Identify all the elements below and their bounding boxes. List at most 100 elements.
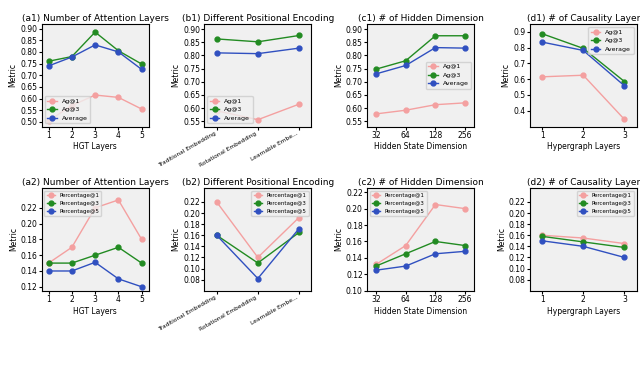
Average — [372, 72, 380, 76]
Percentage@1 — [538, 233, 546, 237]
Ag@3 — [461, 33, 469, 38]
X-axis label: HGT Layers: HGT Layers — [73, 142, 117, 152]
Percentage@1 — [213, 200, 221, 204]
Y-axis label: Metric: Metric — [334, 227, 343, 251]
Percentage@3 — [138, 261, 145, 265]
Line: Percentage@1: Percentage@1 — [540, 233, 627, 246]
Percentage@3 — [621, 245, 628, 250]
Ag@3 — [579, 46, 587, 50]
Percentage@3 — [372, 264, 380, 268]
Average — [402, 63, 410, 68]
Line: Average: Average — [374, 45, 468, 76]
Ag@1 — [431, 103, 439, 107]
Y-axis label: Metric: Metric — [172, 227, 180, 251]
Line: Ag@3: Ag@3 — [46, 30, 144, 67]
Percentage@3 — [402, 252, 410, 256]
Percentage@3 — [115, 245, 122, 250]
Percentage@5 — [579, 244, 587, 248]
Ag@1 — [115, 95, 122, 100]
Percentage@1 — [295, 215, 303, 220]
Ag@1 — [68, 103, 76, 108]
Line: Percentage@1: Percentage@1 — [46, 198, 144, 266]
Percentage@1 — [254, 255, 262, 260]
Average — [92, 43, 99, 47]
Percentage@1 — [431, 202, 439, 207]
Percentage@3 — [92, 253, 99, 257]
Ag@1 — [579, 73, 587, 77]
Percentage@1 — [402, 243, 410, 248]
Title: (d2) # of Causality Layer: (d2) # of Causality Layer — [527, 178, 640, 187]
Line: Percentage@5: Percentage@5 — [214, 226, 301, 281]
Ag@1 — [538, 75, 546, 79]
Average — [579, 48, 587, 53]
Percentage@3 — [538, 234, 546, 238]
Percentage@5 — [461, 249, 469, 254]
Line: Percentage@5: Percentage@5 — [374, 249, 468, 273]
Ag@1 — [461, 100, 469, 105]
Line: Ag@1: Ag@1 — [46, 93, 144, 123]
Average — [115, 50, 122, 54]
Line: Percentage@3: Percentage@3 — [214, 230, 301, 265]
X-axis label: HGT Layers: HGT Layers — [73, 307, 117, 316]
Legend: Percentage@1, Percentage@3, Percentage@5: Percentage@1, Percentage@3, Percentage@5 — [577, 191, 634, 216]
Line: Percentage@1: Percentage@1 — [374, 202, 468, 267]
Average — [295, 46, 303, 50]
Percentage@5 — [68, 269, 76, 273]
Ag@1 — [45, 118, 52, 123]
Percentage@1 — [92, 206, 99, 210]
Percentage@5 — [138, 284, 145, 289]
Ag@3 — [115, 49, 122, 53]
Percentage@1 — [45, 261, 52, 265]
Line: Ag@3: Ag@3 — [374, 33, 468, 72]
Ag@3 — [402, 59, 410, 63]
Percentage@3 — [45, 261, 52, 265]
Line: Percentage@3: Percentage@3 — [540, 234, 627, 250]
Ag@1 — [213, 109, 221, 113]
Percentage@5 — [92, 260, 99, 265]
Ag@3 — [254, 40, 262, 44]
Percentage@3 — [461, 243, 469, 248]
Title: (a2) Number of Attention Layers: (a2) Number of Attention Layers — [22, 178, 168, 187]
Average — [621, 84, 628, 88]
Average — [213, 51, 221, 55]
Line: Ag@1: Ag@1 — [214, 102, 301, 122]
Average — [538, 40, 546, 44]
Title: (c1) # of Hidden Dimension: (c1) # of Hidden Dimension — [358, 14, 483, 23]
Percentage@5 — [295, 226, 303, 231]
Legend: Percentage@1, Percentage@3, Percentage@5: Percentage@1, Percentage@3, Percentage@5 — [44, 191, 102, 216]
Percentage@3 — [579, 240, 587, 244]
Legend: Ag@1, Ag@3, Average: Ag@1, Ag@3, Average — [207, 96, 253, 123]
Line: Percentage@3: Percentage@3 — [374, 239, 468, 269]
Ag@3 — [213, 37, 221, 41]
X-axis label: Hypergraph Layers: Hypergraph Layers — [547, 307, 620, 316]
Percentage@5 — [254, 276, 262, 281]
Ag@1 — [402, 108, 410, 113]
Percentage@1 — [115, 198, 122, 202]
X-axis label: Hidden State Dimension: Hidden State Dimension — [374, 307, 467, 316]
Legend: Ag@1, Ag@3, Average: Ag@1, Ag@3, Average — [45, 96, 90, 123]
Ag@3 — [92, 30, 99, 34]
Percentage@5 — [538, 238, 546, 243]
Legend: Percentage@1, Percentage@3, Percentage@5: Percentage@1, Percentage@3, Percentage@5 — [252, 191, 308, 216]
Average — [45, 64, 52, 68]
Average — [68, 55, 76, 59]
Percentage@3 — [295, 230, 303, 235]
Line: Average: Average — [46, 42, 144, 72]
Percentage@5 — [621, 255, 628, 260]
Y-axis label: Metric: Metric — [172, 63, 180, 87]
Percentage@5 — [213, 233, 221, 237]
Ag@1 — [92, 93, 99, 97]
Ag@1 — [295, 102, 303, 106]
Percentage@3 — [431, 239, 439, 244]
Percentage@1 — [579, 236, 587, 240]
Percentage@1 — [621, 241, 628, 246]
Percentage@5 — [431, 252, 439, 256]
Percentage@5 — [45, 269, 52, 273]
Percentage@3 — [213, 233, 221, 237]
Ag@3 — [295, 33, 303, 38]
Y-axis label: Metric: Metric — [9, 227, 18, 251]
Percentage@1 — [461, 206, 469, 211]
Title: (b1) Different Positional Encoding: (b1) Different Positional Encoding — [182, 14, 334, 23]
Ag@3 — [68, 54, 76, 59]
Line: Ag@3: Ag@3 — [214, 33, 301, 44]
